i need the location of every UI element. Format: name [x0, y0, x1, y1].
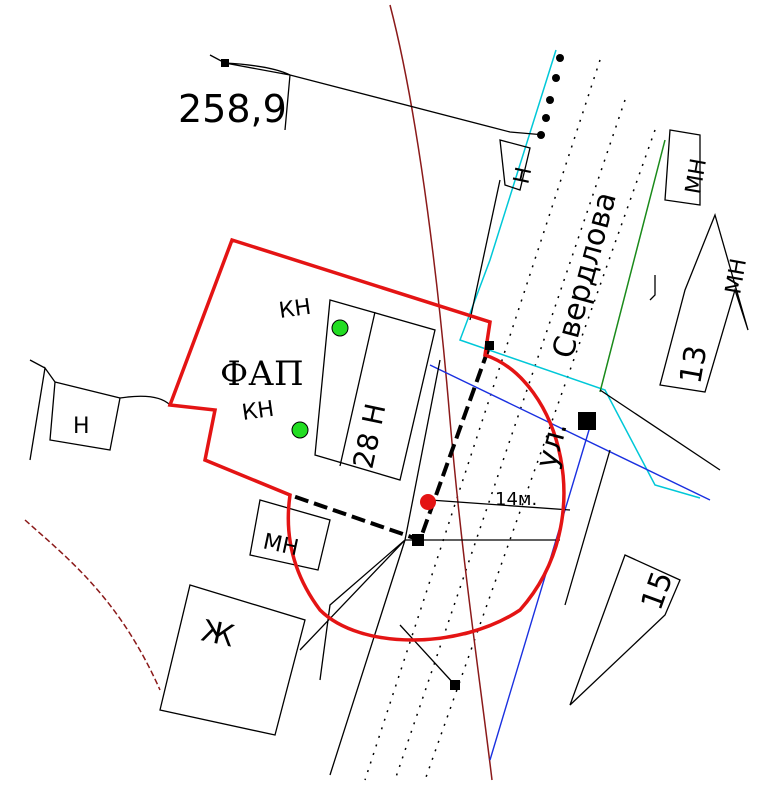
- height-mark: 258,9: [178, 87, 287, 131]
- survey-line: [299, 359, 611, 776]
- square-marker: [485, 341, 494, 350]
- building-label: Н: [509, 165, 537, 186]
- building: [499, 139, 531, 191]
- building: [659, 212, 749, 393]
- survey-line: [469, 179, 501, 321]
- point: [556, 54, 564, 62]
- building: [249, 499, 331, 571]
- green-line: [599, 139, 666, 393]
- building: [159, 584, 306, 736]
- kn-label: КН: [277, 295, 312, 324]
- square-marker: [221, 59, 229, 67]
- building-label: Н: [73, 414, 90, 439]
- green-marker: [291, 421, 309, 439]
- cyan-line: [459, 49, 701, 499]
- point: [537, 131, 545, 139]
- distance-label: 14м.: [495, 489, 537, 510]
- building: [664, 129, 701, 206]
- house-number: 13: [673, 343, 714, 387]
- survey-line: [599, 275, 721, 471]
- boundary-curve: [389, 4, 493, 781]
- point: [542, 114, 550, 122]
- boundary-curve: [24, 519, 161, 691]
- building: [314, 299, 436, 481]
- square-marker: [450, 680, 460, 690]
- fap-label: ФАП: [220, 354, 304, 394]
- building-label: Ж: [198, 614, 237, 655]
- survey-line: [209, 54, 546, 136]
- building: [29, 359, 171, 461]
- building: [569, 554, 681, 706]
- green-marker: [331, 319, 349, 337]
- square-marker: [578, 412, 596, 430]
- square-marker: [412, 534, 424, 546]
- blue-line: [429, 364, 711, 761]
- fap-outline: [167, 237, 566, 642]
- kn-label: КН: [240, 397, 275, 426]
- point: [552, 74, 560, 82]
- building-label: МН: [721, 257, 752, 296]
- road-edge: [364, 59, 601, 781]
- building-label: МН: [681, 157, 712, 196]
- point: [546, 96, 554, 104]
- red-marker: [420, 494, 436, 510]
